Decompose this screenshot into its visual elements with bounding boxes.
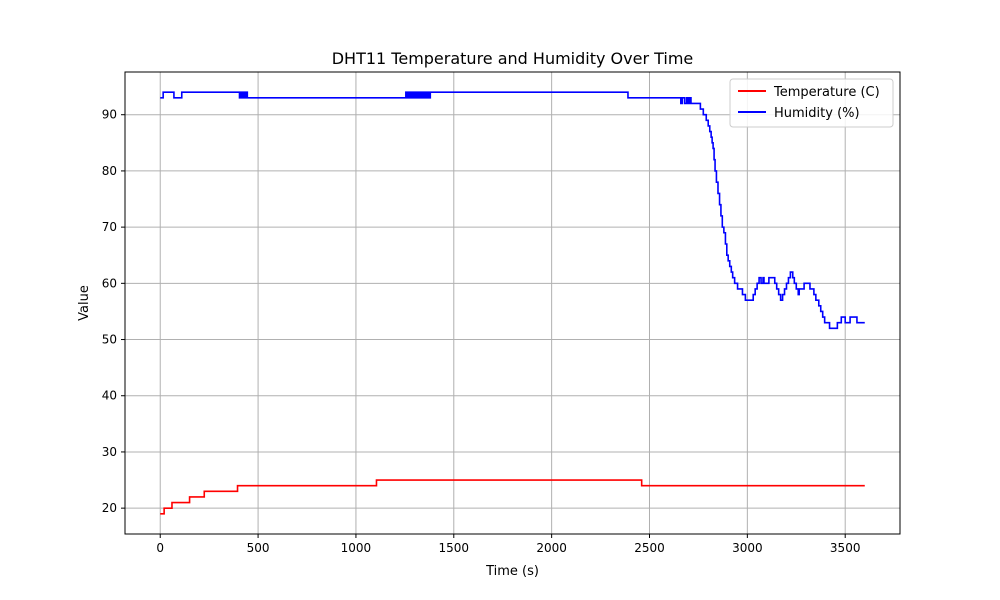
x-tick-label: 2500 <box>634 541 665 555</box>
x-tick-label: 500 <box>247 541 270 555</box>
legend-label: Temperature (C) <box>773 85 880 100</box>
grid <box>125 72 900 534</box>
y-tick-label: 90 <box>102 108 117 122</box>
y-tick-label: 40 <box>102 389 117 403</box>
x-tick-label: 1000 <box>341 541 372 555</box>
y-tick-label: 60 <box>102 276 117 290</box>
legend-box <box>729 78 894 128</box>
y-tick-label: 50 <box>102 333 117 347</box>
plot-area-frame <box>124 71 901 535</box>
axis-ticks: 0 500 1000 1500 2000 2500 3000 3500 20 30 40 50 60 70… <box>102 108 861 555</box>
y-tick-label: 70 <box>102 220 117 234</box>
x-tick-label: 3000 <box>732 541 763 555</box>
series-line-temperature-c <box>160 479 865 515</box>
y-axis-label: Value <box>77 285 92 321</box>
y-tick-label: 80 <box>102 164 117 178</box>
x-tick-label: 1500 <box>439 541 470 555</box>
legend: Temperature (C) Humidity (%) <box>729 78 894 128</box>
y-tick-label: 30 <box>102 445 117 459</box>
y-tick-label: 20 <box>102 501 117 515</box>
x-tick-label: 3500 <box>830 541 861 555</box>
x-tick-label: 0 <box>156 541 164 555</box>
x-tick-label: 2000 <box>536 541 567 555</box>
series-line-humidity <box>160 91 865 330</box>
series-lines <box>160 91 865 515</box>
chart-title: DHT11 Temperature and Humidity Over Time <box>332 49 694 68</box>
x-axis-label: Time (s) <box>485 564 539 579</box>
legend-label: Humidity (%) <box>774 106 860 121</box>
